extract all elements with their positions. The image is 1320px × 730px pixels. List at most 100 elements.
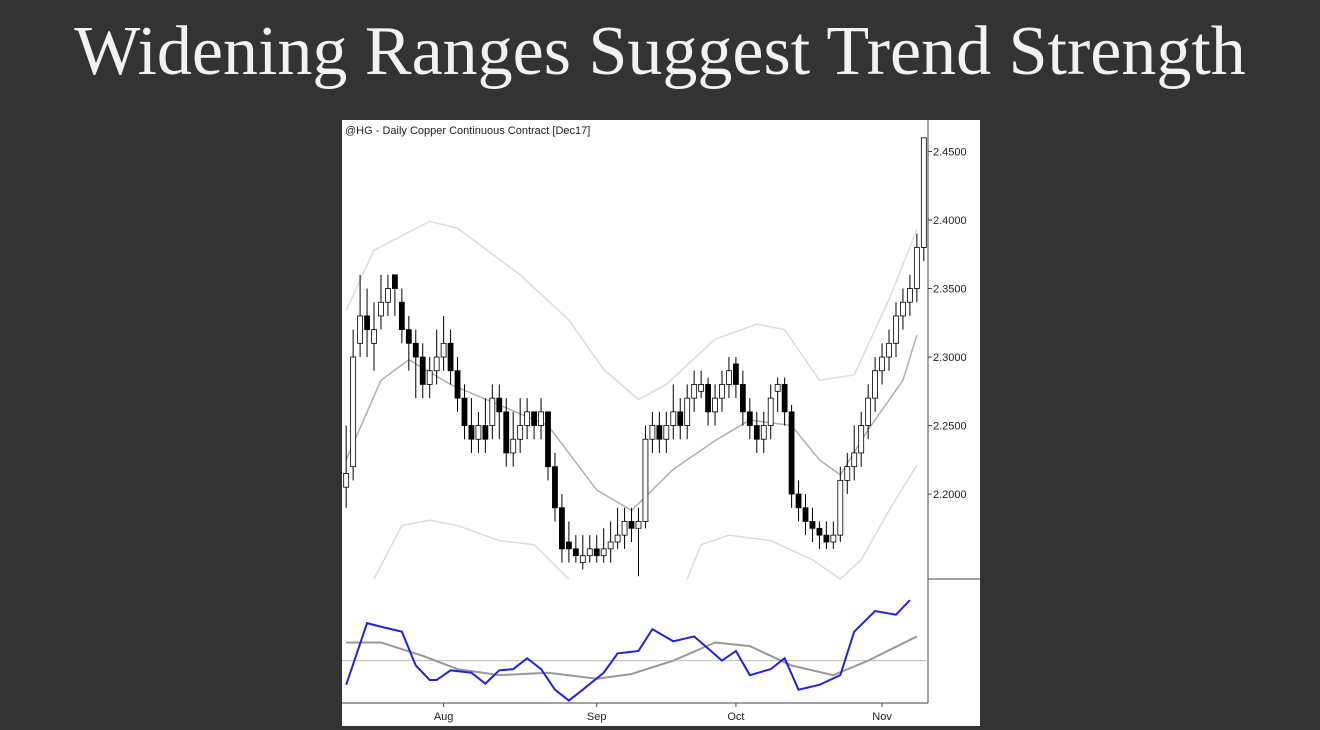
candle-body [823, 534, 830, 543]
candle-body [816, 527, 823, 536]
y-tick-label: 2.4500 [933, 147, 967, 159]
candle-body [886, 342, 892, 358]
candle-body [579, 555, 586, 563]
candle-body [600, 548, 607, 557]
candle-body [733, 363, 739, 385]
candle-body [503, 411, 510, 454]
band-line [345, 220, 918, 401]
candle-body [364, 315, 370, 331]
candle-body [489, 397, 496, 426]
candle-body [705, 384, 711, 413]
candle-body [642, 438, 649, 522]
candle-body [385, 288, 391, 303]
candle-body [809, 521, 816, 529]
candle-body [851, 452, 858, 468]
candle-body [614, 534, 621, 543]
candle-body [545, 411, 551, 468]
y-tick-label: 2.3000 [933, 352, 967, 364]
candle-body [774, 384, 781, 392]
candle-body [670, 411, 677, 426]
candle-body [795, 493, 802, 509]
candle-body [419, 356, 426, 385]
candle-body [398, 301, 405, 331]
candle-body [691, 384, 698, 399]
candle-body [788, 411, 795, 495]
candle-body [426, 370, 433, 385]
candle-body [677, 411, 684, 426]
x-tick-label: Aug [434, 711, 454, 723]
candle-body [920, 137, 927, 248]
x-tick-label: Sep [587, 711, 607, 723]
candle-body [739, 384, 746, 413]
candle-body [712, 397, 718, 413]
candle-body [907, 288, 913, 303]
candle-body [593, 548, 600, 557]
candle-body [468, 425, 475, 440]
indicator-line [345, 599, 911, 702]
candle-body [433, 356, 440, 372]
candle-body [565, 541, 572, 550]
candle-body [454, 370, 461, 399]
candle-body [378, 301, 384, 317]
y-tick-label: 2.4000 [933, 215, 967, 227]
candle-body [531, 411, 537, 426]
band-line [373, 464, 918, 580]
candle-body [649, 425, 656, 440]
candle-body [865, 397, 872, 426]
candle-body [844, 466, 851, 481]
candle-body [524, 411, 531, 426]
candle-body [517, 425, 524, 440]
indicator-line [346, 635, 918, 680]
candle-body [440, 342, 447, 358]
candle-body [357, 315, 363, 344]
candle-body [461, 397, 468, 426]
slide-title: Widening Ranges Suggest Trend Strength [74, 13, 1246, 90]
candle-body [719, 384, 725, 399]
candle-body [858, 425, 865, 454]
x-tick-label: Oct [727, 711, 744, 723]
candle-body [656, 425, 663, 440]
candle-body [746, 411, 753, 426]
candle-body [879, 356, 885, 372]
candle-body [572, 548, 579, 557]
candle-body [510, 438, 517, 454]
candle-body [900, 301, 906, 317]
y-tick-label: 2.2500 [933, 421, 967, 433]
candle-body [552, 466, 558, 509]
candle-body [913, 247, 920, 289]
candle-body [607, 541, 614, 550]
candle-body [496, 397, 503, 413]
candle-body [343, 473, 350, 488]
candle-body [767, 397, 774, 426]
candle-body [830, 534, 837, 543]
candle-body [586, 548, 593, 557]
candle-body [475, 425, 482, 440]
candle-body [781, 384, 788, 413]
candle-body [753, 425, 760, 440]
y-tick-label: 2.3500 [933, 284, 967, 296]
y-tick-label: 2.2000 [933, 489, 967, 501]
candle-body [698, 384, 705, 392]
candle-body [371, 329, 377, 344]
candle-body [405, 329, 412, 344]
candle-body [760, 425, 767, 440]
candle-body [621, 521, 628, 536]
x-tick-label: Nov [872, 711, 892, 723]
candle-body [559, 507, 565, 550]
candle-body [684, 397, 691, 426]
candle-body [872, 370, 879, 399]
candle-body [538, 411, 544, 426]
candle-body [391, 274, 398, 289]
candle-body [893, 315, 899, 344]
chart-title: @HG - Daily Copper Continuous Contract [… [345, 125, 590, 137]
candle-body [726, 370, 732, 385]
candle-body [802, 507, 809, 522]
candle-body [837, 479, 844, 536]
candle-body [350, 356, 357, 468]
candle-body [447, 342, 454, 372]
candle-body [482, 425, 489, 440]
candle-body [635, 521, 642, 529]
candle-body [412, 342, 419, 358]
